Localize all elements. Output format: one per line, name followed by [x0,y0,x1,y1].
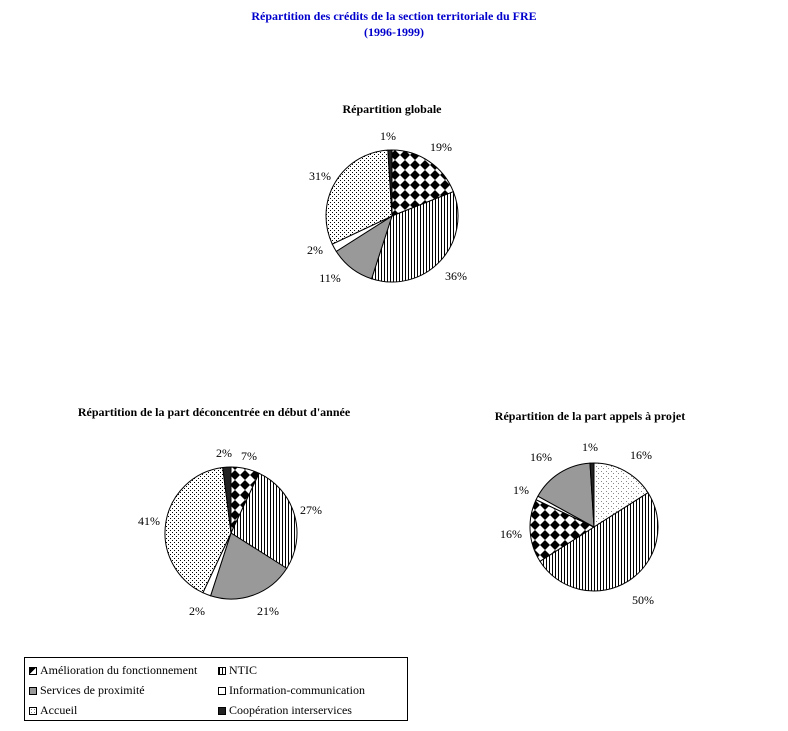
pie-slice [370,191,459,283]
pie-slice [387,149,393,217]
chart-title-appels: Répartition de la part appels à projet [494,409,686,423]
legend-label: Coopération interservices [229,703,352,717]
accueil-swatch-icon [29,707,37,716]
pie-globale: 19% 36% 11% 2% 31% 1% [307,129,467,285]
legend-item-amelioration: Amélioration du fonctionnement [29,662,197,678]
slice-label: 21% [257,604,279,618]
pie-deconcentree: 7% 27% 21% 2% 41% 2% [138,446,322,618]
slice-label: 1% [582,440,598,454]
main-title: Répartition des crédits de la section te… [0,8,788,40]
slice-label: 1% [380,129,396,143]
chart-title-deconcentree: Répartition de la part déconcentrée en d… [77,405,351,419]
pie-slice [164,466,232,594]
main-title-line2: (1996-1999) [364,25,424,39]
slice-label: 50% [632,593,654,607]
legend-item-infocom: Information-communication [218,682,365,698]
slice-label: 27% [300,503,322,517]
chart-title-globale: Répartition globale [342,102,442,116]
pie-slice [209,532,288,600]
slice-label: 2% [189,604,205,618]
legend-item-cooperation: Coopération interservices [218,702,352,718]
legend-item-accueil: Accueil [29,702,77,718]
slice-label: 7% [241,449,257,463]
ntic-swatch-icon [218,667,226,676]
legend-item-services: Services de proximité [29,682,145,698]
slice-label: 19% [430,140,452,154]
amelioration-swatch-icon [29,667,37,676]
slice-label: 36% [445,269,467,283]
pie-slice [222,466,232,534]
pie-slice [230,472,298,570]
pie-slice [391,149,455,217]
legend-label: Amélioration du fonctionnement [40,663,198,677]
pie-slice [325,149,393,245]
infocom-swatch-icon [218,687,226,696]
legend-label: Information-communication [229,683,365,697]
pie-slice [529,499,596,562]
slice-label: 1% [513,483,529,497]
slice-label: 16% [500,527,522,541]
legend-label: Accueil [40,703,78,717]
pie-appels: 16% 50% 16% 1% 16% 1% [500,440,659,607]
pie-slice [537,462,595,528]
pie-slice [589,462,595,528]
legend-label: Services de proximité [40,683,145,697]
cooperation-swatch-icon [218,707,226,716]
legend-label: NTIC [229,663,257,677]
slice-label: 2% [216,446,232,460]
slice-label: 11% [319,271,341,285]
pie-slice [593,462,649,528]
slice-label: 16% [630,448,652,462]
pie-slice [539,492,659,592]
services-swatch-icon [29,687,37,696]
legend: Amélioration du fonctionnement NTIC Serv… [24,657,408,721]
slice-label: 16% [530,450,552,464]
slice-label: 41% [138,514,160,528]
main-title-line1: Répartition des crédits de la section te… [251,9,537,23]
slice-label: 31% [309,169,331,183]
slice-label: 2% [307,243,323,257]
legend-item-ntic: NTIC [218,662,257,678]
